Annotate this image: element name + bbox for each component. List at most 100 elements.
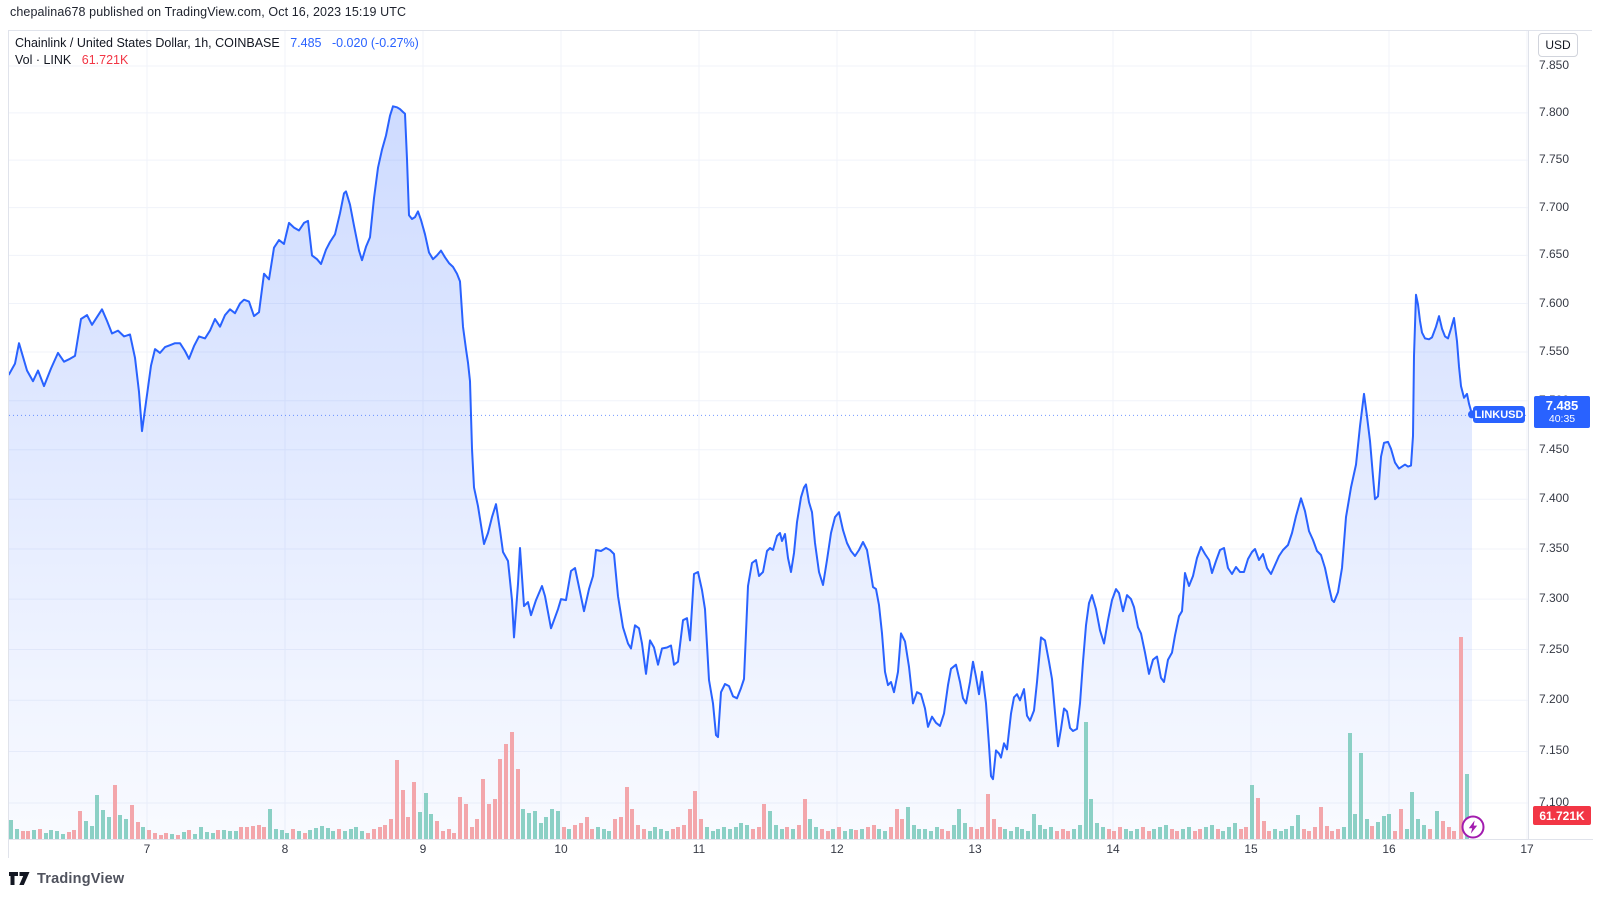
volume-bar <box>1441 821 1445 839</box>
time-axis[interactable]: 7 8 9 10 11 12 13 14 15 16 17 <box>9 839 1593 859</box>
volume-bar <box>912 825 916 839</box>
volume-bar <box>889 827 893 839</box>
volume-bar <box>1152 829 1156 839</box>
volume-bar <box>378 827 382 839</box>
volume-bar <box>1118 827 1122 839</box>
volume-bar <box>257 825 261 839</box>
chart-container: Chainlink / United States Dollar, 1h, CO… <box>8 30 1593 859</box>
volume-bar <box>1256 798 1260 839</box>
volume-bar <box>607 831 611 839</box>
volume-bar <box>1066 831 1070 839</box>
volume-bar <box>745 825 749 839</box>
volume-bar <box>814 827 818 839</box>
volume-bar <box>1221 831 1225 839</box>
volume-bar <box>470 827 474 839</box>
volume-bar <box>1302 829 1306 839</box>
volume-bar <box>504 744 508 839</box>
volume-bar <box>1244 827 1248 839</box>
price-axis-label: 7.250 <box>1539 641 1570 656</box>
volume-bar <box>354 827 358 839</box>
volume-bar <box>38 829 42 839</box>
volume-bar <box>636 825 640 839</box>
volume-bar <box>1089 799 1093 839</box>
volume-bar <box>498 759 502 839</box>
volume-bar <box>239 827 243 839</box>
volume-bar <box>562 827 566 839</box>
volume-bar <box>153 833 157 839</box>
volume-bar <box>1410 792 1414 839</box>
volume-bar <box>1422 825 1426 839</box>
price-axis[interactable]: USD 7.485 40:35 61.721K 7.850 7.800 7.750 7… <box>1528 31 1593 839</box>
volume-bar <box>475 819 479 839</box>
volume-bar <box>521 809 525 839</box>
volume-bar <box>216 830 220 839</box>
volume-bar <box>493 799 497 839</box>
volume-bar <box>182 832 186 839</box>
volume-bar <box>176 835 180 839</box>
volume-bar <box>141 827 145 839</box>
volume-bar <box>1239 829 1243 839</box>
price-axis-label: 7.150 <box>1539 743 1570 758</box>
volume-bar <box>533 811 537 839</box>
volume-bar <box>107 817 111 839</box>
volume-bar <box>418 812 422 839</box>
time-axis-label: 13 <box>968 842 982 856</box>
time-axis-label: 14 <box>1106 842 1120 856</box>
volume-bar <box>1078 825 1082 839</box>
volume-bar <box>113 785 117 839</box>
volume-bar <box>1233 823 1237 839</box>
legend-symbol-title[interactable]: Chainlink / United States Dollar, 1h, CO… <box>15 36 280 50</box>
volume-bar <box>642 829 646 839</box>
volume-bar <box>1147 831 1151 839</box>
time-axis-label: 9 <box>419 842 427 856</box>
time-axis-label: 16 <box>1382 842 1396 856</box>
time-axis-label: 10 <box>554 842 568 856</box>
volume-bar <box>147 830 151 839</box>
volume-bar <box>929 831 933 839</box>
price-chart-canvas[interactable] <box>9 31 1528 839</box>
volume-bar <box>280 830 284 839</box>
volume-bar <box>251 826 255 839</box>
volume-bar <box>343 831 347 839</box>
tradingview-logo[interactable]: TradingView <box>9 869 124 888</box>
volume-bar <box>849 829 853 839</box>
volume-bar <box>26 831 30 839</box>
volume-bar <box>1250 785 1254 839</box>
volume-bar <box>349 829 353 839</box>
volume-bar <box>527 813 531 839</box>
volume-bar <box>1359 753 1363 839</box>
volume-bar <box>429 814 433 839</box>
volume-bar <box>1009 831 1013 839</box>
volume-bar <box>1365 819 1369 839</box>
volume-bar <box>1072 829 1076 839</box>
currency-toggle-button[interactable]: USD <box>1538 33 1578 57</box>
volume-bar <box>1032 814 1036 839</box>
volume-bar <box>164 833 168 839</box>
volume-bar <box>441 831 445 839</box>
volume-bar <box>1193 831 1197 839</box>
volume-bar <box>360 831 364 839</box>
price-axis-label: 7.550 <box>1539 343 1570 358</box>
volume-bar <box>975 829 979 839</box>
volume-bar <box>946 831 950 839</box>
volume-bar <box>1262 821 1266 839</box>
time-axis-label: 15 <box>1244 842 1258 856</box>
volume-bar <box>67 832 71 839</box>
volume-bar <box>693 791 697 839</box>
volume-bar <box>671 829 675 839</box>
volume-bar <box>1296 815 1300 839</box>
volume-bar <box>757 827 761 839</box>
volume-bar <box>699 819 703 839</box>
volume-bar <box>935 827 939 839</box>
volume-bar <box>285 833 289 839</box>
volume-bar <box>619 817 623 839</box>
volume-bar <box>1416 819 1420 839</box>
volume-bar <box>877 829 881 839</box>
volume-bar <box>211 833 215 839</box>
tradingview-logo-text: TradingView <box>37 870 125 887</box>
volume-bar <box>1061 829 1065 839</box>
legend-volume-label[interactable]: Vol · LINK <box>15 53 72 67</box>
volume-bar <box>705 827 709 839</box>
volume-bar <box>9 820 13 839</box>
price-axis-label: 7.100 <box>1539 794 1570 809</box>
